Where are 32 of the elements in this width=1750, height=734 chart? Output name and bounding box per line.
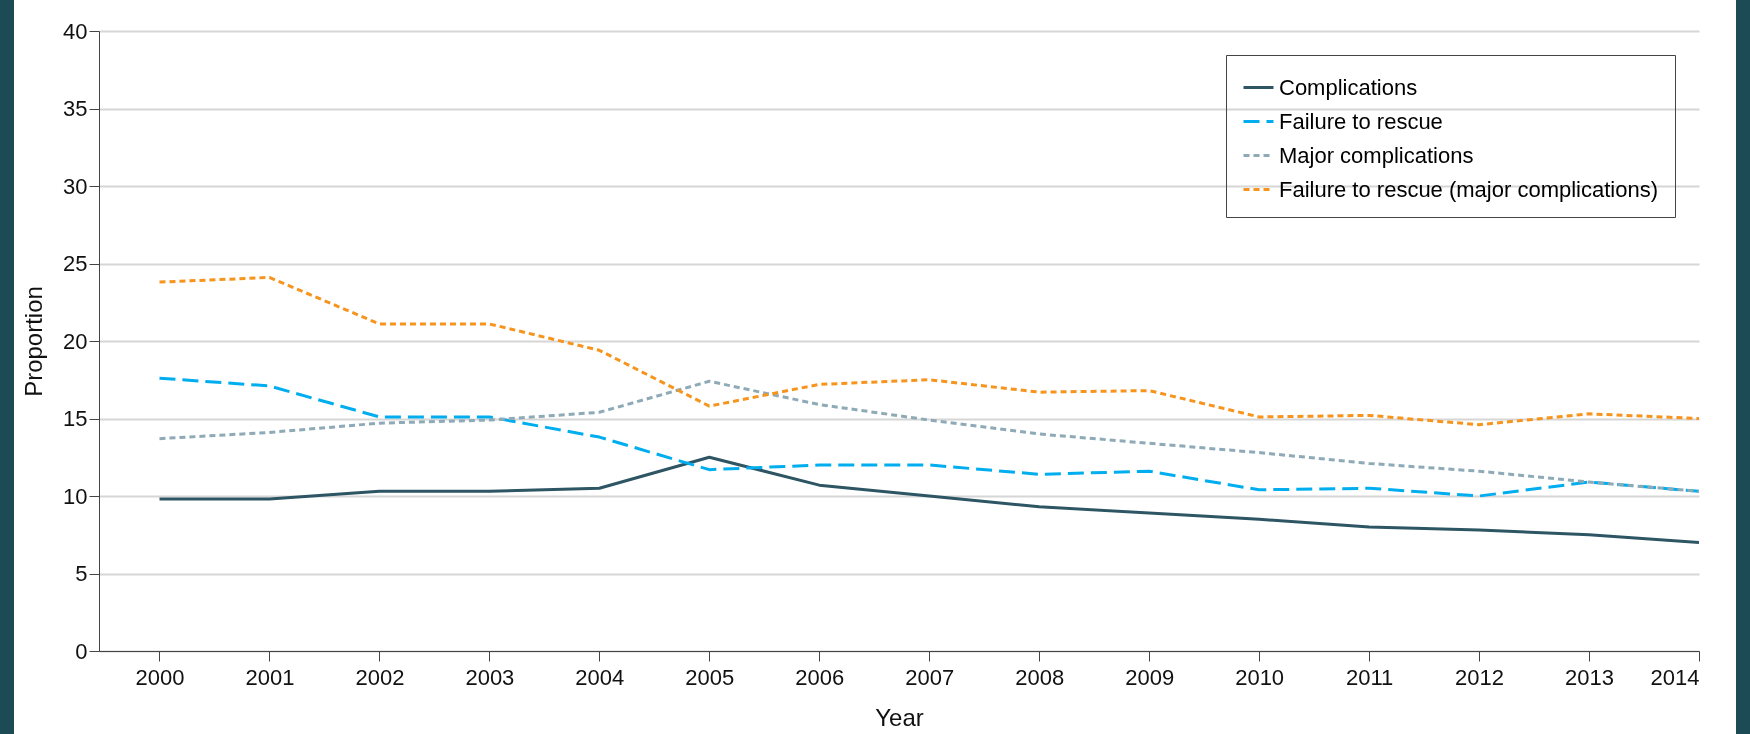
x-tick-label: 2010 <box>1235 664 1285 690</box>
y-tick-label: 0 <box>75 638 88 664</box>
x-tick-label: 2000 <box>135 664 185 690</box>
y-tick-label: 15 <box>63 406 88 431</box>
x-tick-label: 2012 <box>1455 664 1505 690</box>
x-axis-title: Year <box>875 703 924 731</box>
y-axis-title: Proportion <box>20 286 48 397</box>
line-series <box>157 275 1699 427</box>
y-tick-label: 30 <box>63 173 88 199</box>
x-tick-label: 2004 <box>575 664 625 690</box>
x-tick-label: 2013 <box>1565 664 1615 690</box>
x-tick-label: 2006 <box>795 664 845 690</box>
y-tick-label: 40 <box>63 18 88 44</box>
x-tick-label: 2005 <box>685 664 735 690</box>
legend-label: Failure to rescue <box>1279 108 1443 134</box>
legend-label: Failure to rescue (major complications) <box>1279 176 1659 202</box>
y-tick-label: 20 <box>63 328 88 354</box>
x-tick-label: 2011 <box>1345 664 1394 690</box>
legend-label: Complications <box>1279 74 1418 100</box>
y-tick-label: 35 <box>63 96 88 121</box>
legend-label: Major complications <box>1279 142 1474 168</box>
x-tick-label: 2003 <box>465 664 515 690</box>
y-tick-label: 25 <box>63 251 88 276</box>
y-tick-label: 10 <box>63 483 88 509</box>
line-series <box>157 455 1699 544</box>
x-tick-label: 2001 <box>245 664 295 690</box>
x-tick-label: 2007 <box>905 664 955 690</box>
x-tick-label: 2014 <box>1650 664 1700 690</box>
y-tick-label: 5 <box>75 561 88 586</box>
x-tick-label: 2008 <box>1015 664 1065 690</box>
x-tick-label: 2009 <box>1125 664 1175 690</box>
x-tick-label: 2002 <box>355 664 405 690</box>
